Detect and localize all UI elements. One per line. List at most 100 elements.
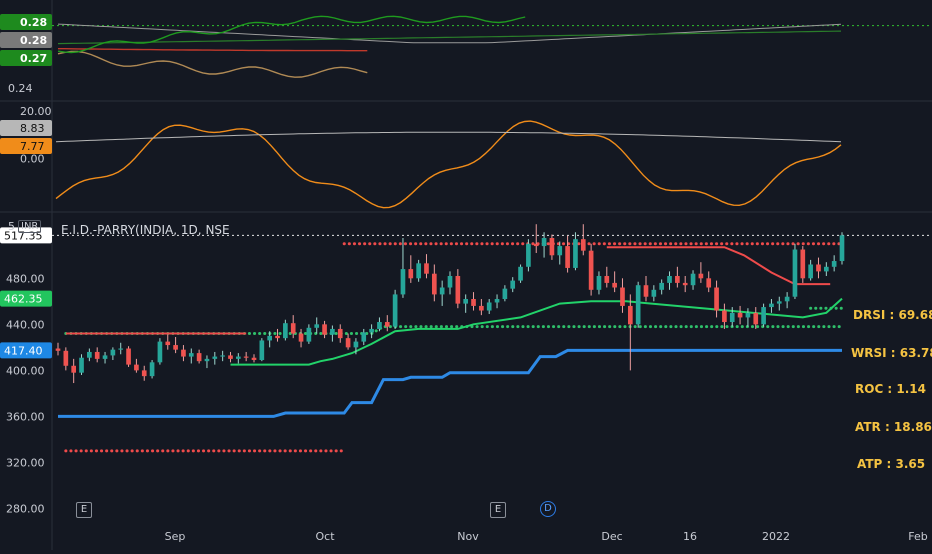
candle-body xyxy=(306,327,312,342)
candle-body xyxy=(690,273,696,286)
earnings-event-marker[interactable]: E xyxy=(76,502,92,518)
candle-body xyxy=(588,250,594,290)
resistance-line-red-recent xyxy=(606,246,831,286)
stat-roc: ROC : 1.14 xyxy=(855,382,927,396)
candle-body xyxy=(283,323,288,339)
candle-body xyxy=(557,246,563,256)
candle-body xyxy=(761,307,766,325)
candle-body xyxy=(675,276,680,283)
candle-body xyxy=(345,338,351,348)
x-axis-label: Nov xyxy=(457,530,479,543)
candle-body xyxy=(204,358,210,362)
candle-body xyxy=(486,302,492,311)
trailing-stop-green xyxy=(230,297,843,366)
osc-tick-label: 20.00 xyxy=(20,105,52,118)
candle-body xyxy=(565,246,570,268)
candle-body xyxy=(63,350,69,366)
candle-body xyxy=(149,362,155,377)
candle-body xyxy=(651,289,657,297)
candle-body xyxy=(102,355,108,359)
candle-body xyxy=(79,357,84,373)
candle-body xyxy=(87,351,92,358)
candle-body xyxy=(259,340,265,361)
osc-series-line xyxy=(55,120,842,209)
candle-body xyxy=(290,323,296,334)
candle-body xyxy=(188,353,194,357)
support-dots-green xyxy=(64,325,844,335)
candle-body xyxy=(134,364,139,371)
rs-series-line xyxy=(57,23,842,44)
rs-badge xyxy=(0,32,52,48)
price-badge xyxy=(0,227,52,244)
ticker-title: E.I.D.-PARRY(INDIA, 1D, NSE xyxy=(61,223,230,237)
candle-body xyxy=(620,287,625,306)
candle-body xyxy=(823,266,829,272)
symbol-exchange: NSE xyxy=(205,223,230,237)
price-tick-label: 320.00 xyxy=(6,456,45,469)
price-tick-label: 360.00 xyxy=(6,410,45,423)
candle-body xyxy=(400,269,406,295)
symbol-name: E.I.D.-PARRY(INDIA xyxy=(61,223,174,237)
candle-body xyxy=(220,355,225,357)
currency-label: INR xyxy=(18,220,42,233)
candle-body xyxy=(447,276,453,288)
candle-body xyxy=(235,356,241,359)
rs-badge xyxy=(0,50,52,66)
support-line-blue xyxy=(58,348,842,418)
candle-body xyxy=(706,278,712,288)
rs-series-line xyxy=(57,30,842,45)
candle-body xyxy=(800,249,806,279)
candle-body xyxy=(212,356,218,359)
dividend-event-marker[interactable]: D xyxy=(540,501,556,517)
x-axis-label: Oct xyxy=(315,530,335,543)
x-axis-label: Feb xyxy=(908,530,927,543)
osc-badge-label: 7.77 xyxy=(20,140,45,153)
candle-body xyxy=(526,243,531,267)
candle-body xyxy=(330,328,335,335)
candle-body xyxy=(479,305,484,311)
candle-body xyxy=(494,299,500,303)
candle-body xyxy=(369,328,374,333)
candle-body xyxy=(573,239,578,268)
candle-body xyxy=(377,322,382,329)
earnings-event-marker[interactable]: E xyxy=(490,502,506,518)
candle-body xyxy=(659,282,665,290)
candle-body xyxy=(196,353,202,362)
stat-wrsi: WRSI : 63.78 xyxy=(851,346,932,360)
candle-body xyxy=(667,276,672,283)
osc-tick-label: 0.00 xyxy=(20,152,45,165)
price-badge-label: 462.35 xyxy=(4,293,43,306)
candle-body xyxy=(541,238,547,247)
rs-badge xyxy=(0,14,52,30)
candle-body xyxy=(361,332,367,342)
candle-body xyxy=(729,312,735,323)
candle-body xyxy=(55,348,61,351)
price-badge xyxy=(0,342,52,359)
stat-atr: ATR : 18.86 xyxy=(855,420,932,434)
candle-body xyxy=(643,285,649,297)
candle-body xyxy=(157,341,163,363)
rs-series-line xyxy=(58,48,368,52)
rs-series-line xyxy=(57,15,526,54)
candle-body xyxy=(518,266,523,281)
candle-body xyxy=(455,276,461,304)
candle-body xyxy=(181,349,186,357)
candle-body xyxy=(337,328,343,339)
price-badge-label: 417.40 xyxy=(4,344,43,357)
osc-series-line xyxy=(55,131,842,143)
candle-body xyxy=(439,287,445,295)
candle-body xyxy=(596,276,602,290)
candle-body xyxy=(737,312,743,318)
rs-tick-label: 0.24 xyxy=(8,82,33,95)
candle-body xyxy=(714,287,719,311)
candle-body xyxy=(745,312,751,318)
stat-drsi: DRSI : 69.68 xyxy=(853,308,932,322)
candle-body xyxy=(118,348,124,350)
candle-body xyxy=(110,349,116,356)
rs-series-line xyxy=(57,50,368,78)
osc-badge xyxy=(0,138,52,154)
candle-body xyxy=(392,294,398,327)
x-axis-label: 16 xyxy=(683,530,697,543)
